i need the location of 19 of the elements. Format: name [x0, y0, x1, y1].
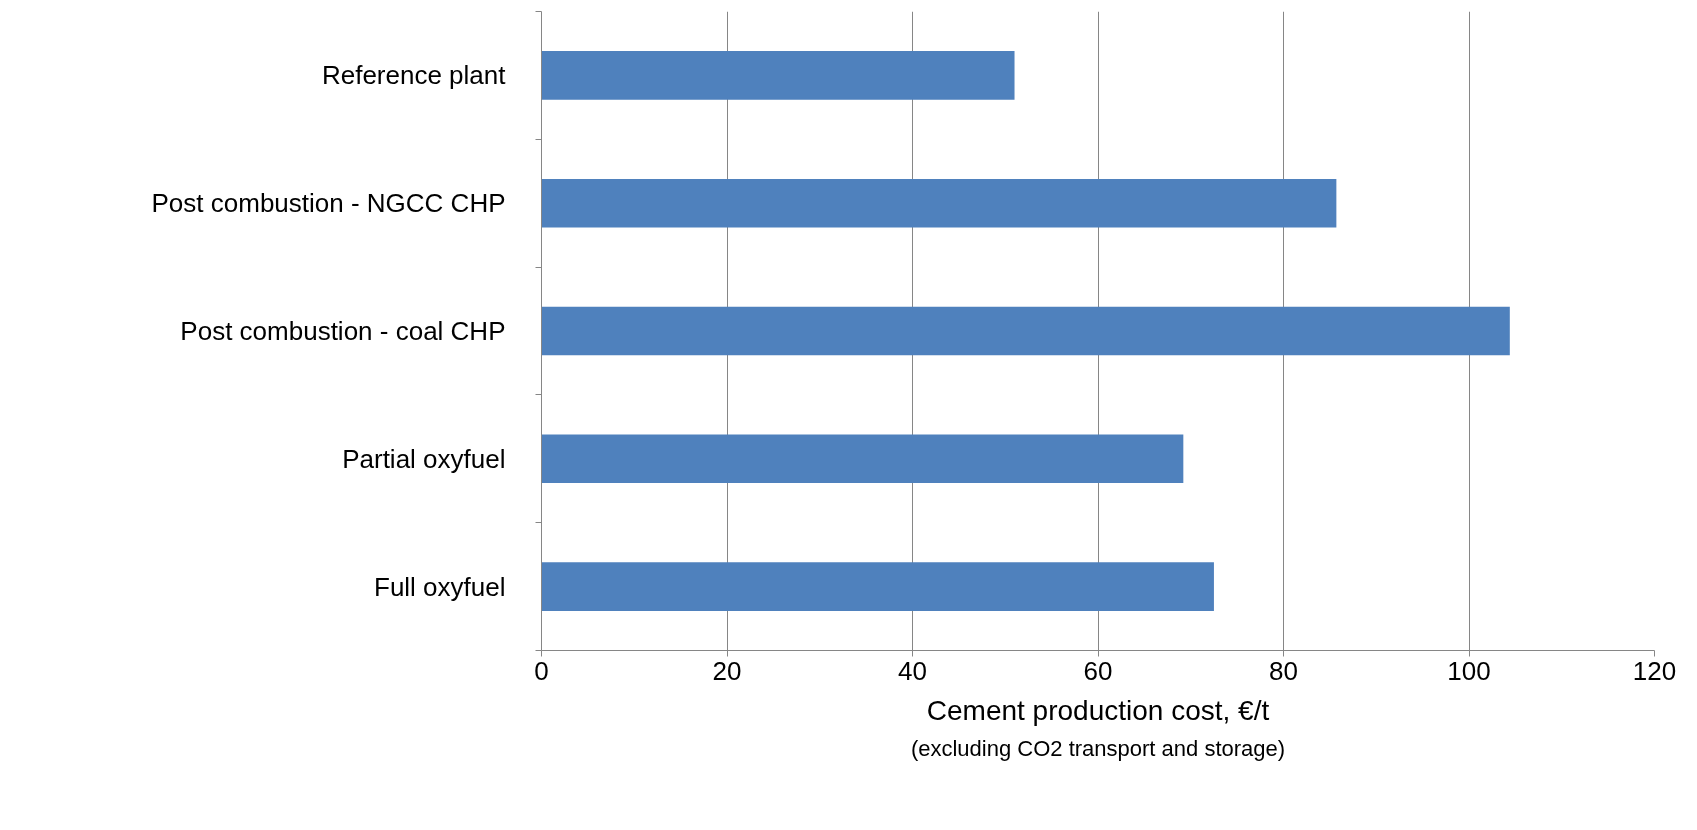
- bar: [541, 306, 1510, 356]
- y-tick-label: Partial oxyfuel: [342, 443, 506, 474]
- x-tick-label: 60: [1083, 655, 1113, 686]
- x-tick-label: 20: [712, 655, 742, 686]
- y-tick-label: Full oxyfuel: [374, 571, 506, 602]
- y-tick-label: Post combustion - NGCC CHP: [151, 188, 506, 219]
- x-tick-label: 100: [1447, 655, 1491, 686]
- x-tick-label: 40: [898, 655, 927, 686]
- bar: [541, 51, 1015, 100]
- y-tick-label: Post combustion - coal CHP: [180, 316, 506, 346]
- x-axis-title: Cement production cost, €/t: [926, 694, 1270, 726]
- y-tick-label: Reference plant: [321, 60, 507, 91]
- x-tick-label: 120: [1632, 655, 1677, 686]
- x-tick-label: 0: [534, 655, 549, 686]
- bar: [541, 178, 1337, 228]
- text: (excluding CO2 transport and storage): [910, 735, 1286, 761]
- x-tick-label: 80: [1269, 655, 1298, 686]
- bar: [541, 434, 1184, 484]
- bar: [541, 562, 1214, 611]
